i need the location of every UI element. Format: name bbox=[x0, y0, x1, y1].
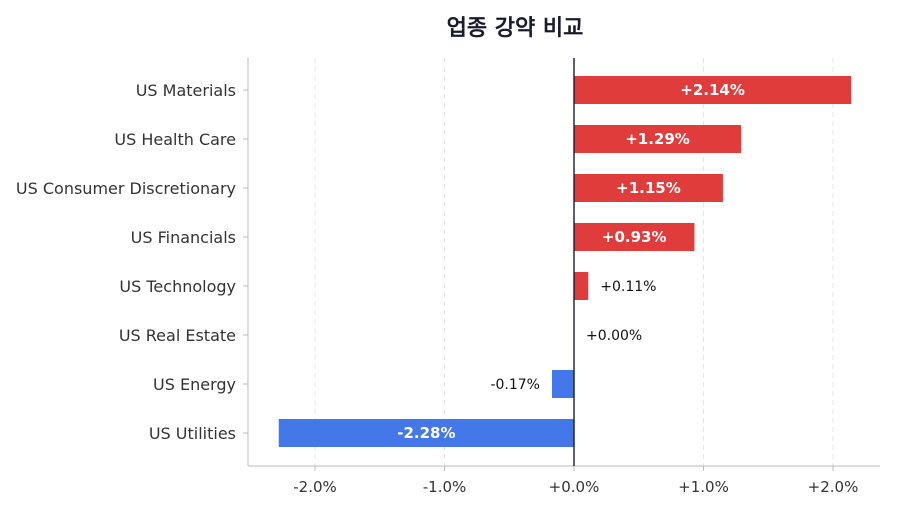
category-label: US Utilities bbox=[149, 424, 236, 443]
chart-title: 업종 강약 비교 bbox=[446, 16, 584, 41]
bar bbox=[574, 272, 589, 300]
category-label: US Energy bbox=[153, 375, 236, 394]
labels-layer: US Materials +2.14% US Health Care +1.29% US… bbox=[16, 81, 858, 496]
category-label: US Financials bbox=[131, 228, 236, 247]
data-label: +0.11% bbox=[600, 279, 656, 295]
x-tick-label: +1.0% bbox=[678, 478, 729, 496]
bar bbox=[574, 76, 852, 104]
data-label: -0.17% bbox=[490, 377, 540, 393]
bar bbox=[278, 419, 574, 447]
data-label: +0.00% bbox=[586, 328, 642, 344]
category-label: US Real Estate bbox=[119, 326, 236, 345]
axis-layer bbox=[243, 58, 880, 471]
category-label: US Health Care bbox=[114, 130, 236, 149]
x-tick-label: -2.0% bbox=[293, 478, 337, 496]
bar bbox=[574, 125, 742, 153]
category-label: US Technology bbox=[119, 277, 236, 296]
bar bbox=[551, 370, 574, 398]
x-tick-label: -1.0% bbox=[423, 478, 467, 496]
bars-layer bbox=[278, 76, 852, 447]
bar bbox=[574, 223, 695, 251]
x-tick-label: +2.0% bbox=[808, 478, 859, 496]
bar bbox=[574, 174, 723, 202]
category-label: US Materials bbox=[136, 81, 236, 100]
data-label: +1.29% bbox=[625, 130, 690, 148]
data-label: +1.15% bbox=[616, 179, 681, 197]
category-label: US Consumer Discretionary bbox=[16, 179, 236, 198]
data-label: -2.28% bbox=[397, 424, 455, 442]
x-tick-label: +0.0% bbox=[549, 478, 600, 496]
data-label: +2.14% bbox=[680, 81, 745, 99]
data-label: +0.93% bbox=[602, 228, 667, 246]
